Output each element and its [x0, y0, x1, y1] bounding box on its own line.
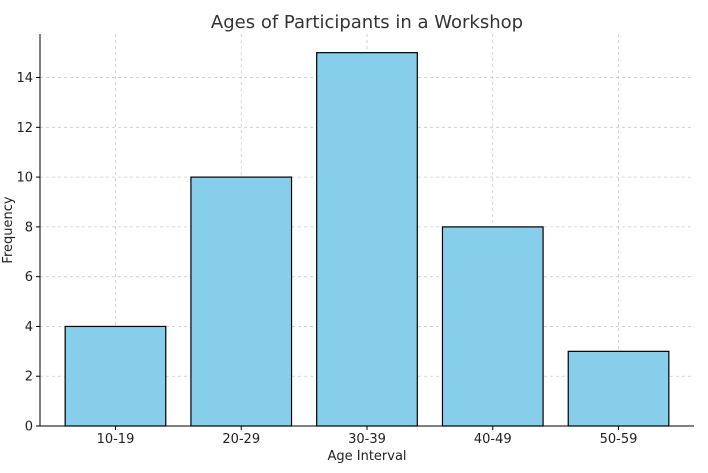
y-tick-label: 6	[25, 270, 33, 285]
x-tick-label: 10-19	[97, 432, 135, 447]
bar-20-29	[190, 176, 293, 427]
y-axis-label: Frequency	[1, 196, 16, 263]
x-tick-label: 20-29	[222, 432, 260, 447]
y-tick-label: 10	[16, 171, 33, 186]
bar-10-19	[64, 325, 167, 427]
x-axis-label: Age Interval	[327, 449, 406, 464]
y-tick-label: 2	[25, 370, 33, 385]
y-tick-label: 12	[16, 121, 33, 136]
y-tick-label: 14	[16, 71, 33, 86]
chart-title: Ages of Participants in a Workshop	[211, 12, 523, 33]
y-tick-label: 0	[25, 420, 33, 435]
bar-40-49	[441, 226, 544, 427]
ticks: 0 2 4 6 8 10 12 14 10-19 20-29 30-39 40-49 50-59	[16, 71, 637, 447]
x-tick-label: 40-49	[474, 432, 512, 447]
y-tick-label: 8	[25, 220, 33, 235]
x-tick-label: 30-39	[348, 432, 386, 447]
bar-50-59	[567, 350, 670, 427]
bar-30-39	[316, 52, 418, 427]
y-tick-label: 4	[25, 320, 33, 335]
x-tick-label: 50-59	[600, 432, 638, 447]
bars	[64, 52, 670, 427]
